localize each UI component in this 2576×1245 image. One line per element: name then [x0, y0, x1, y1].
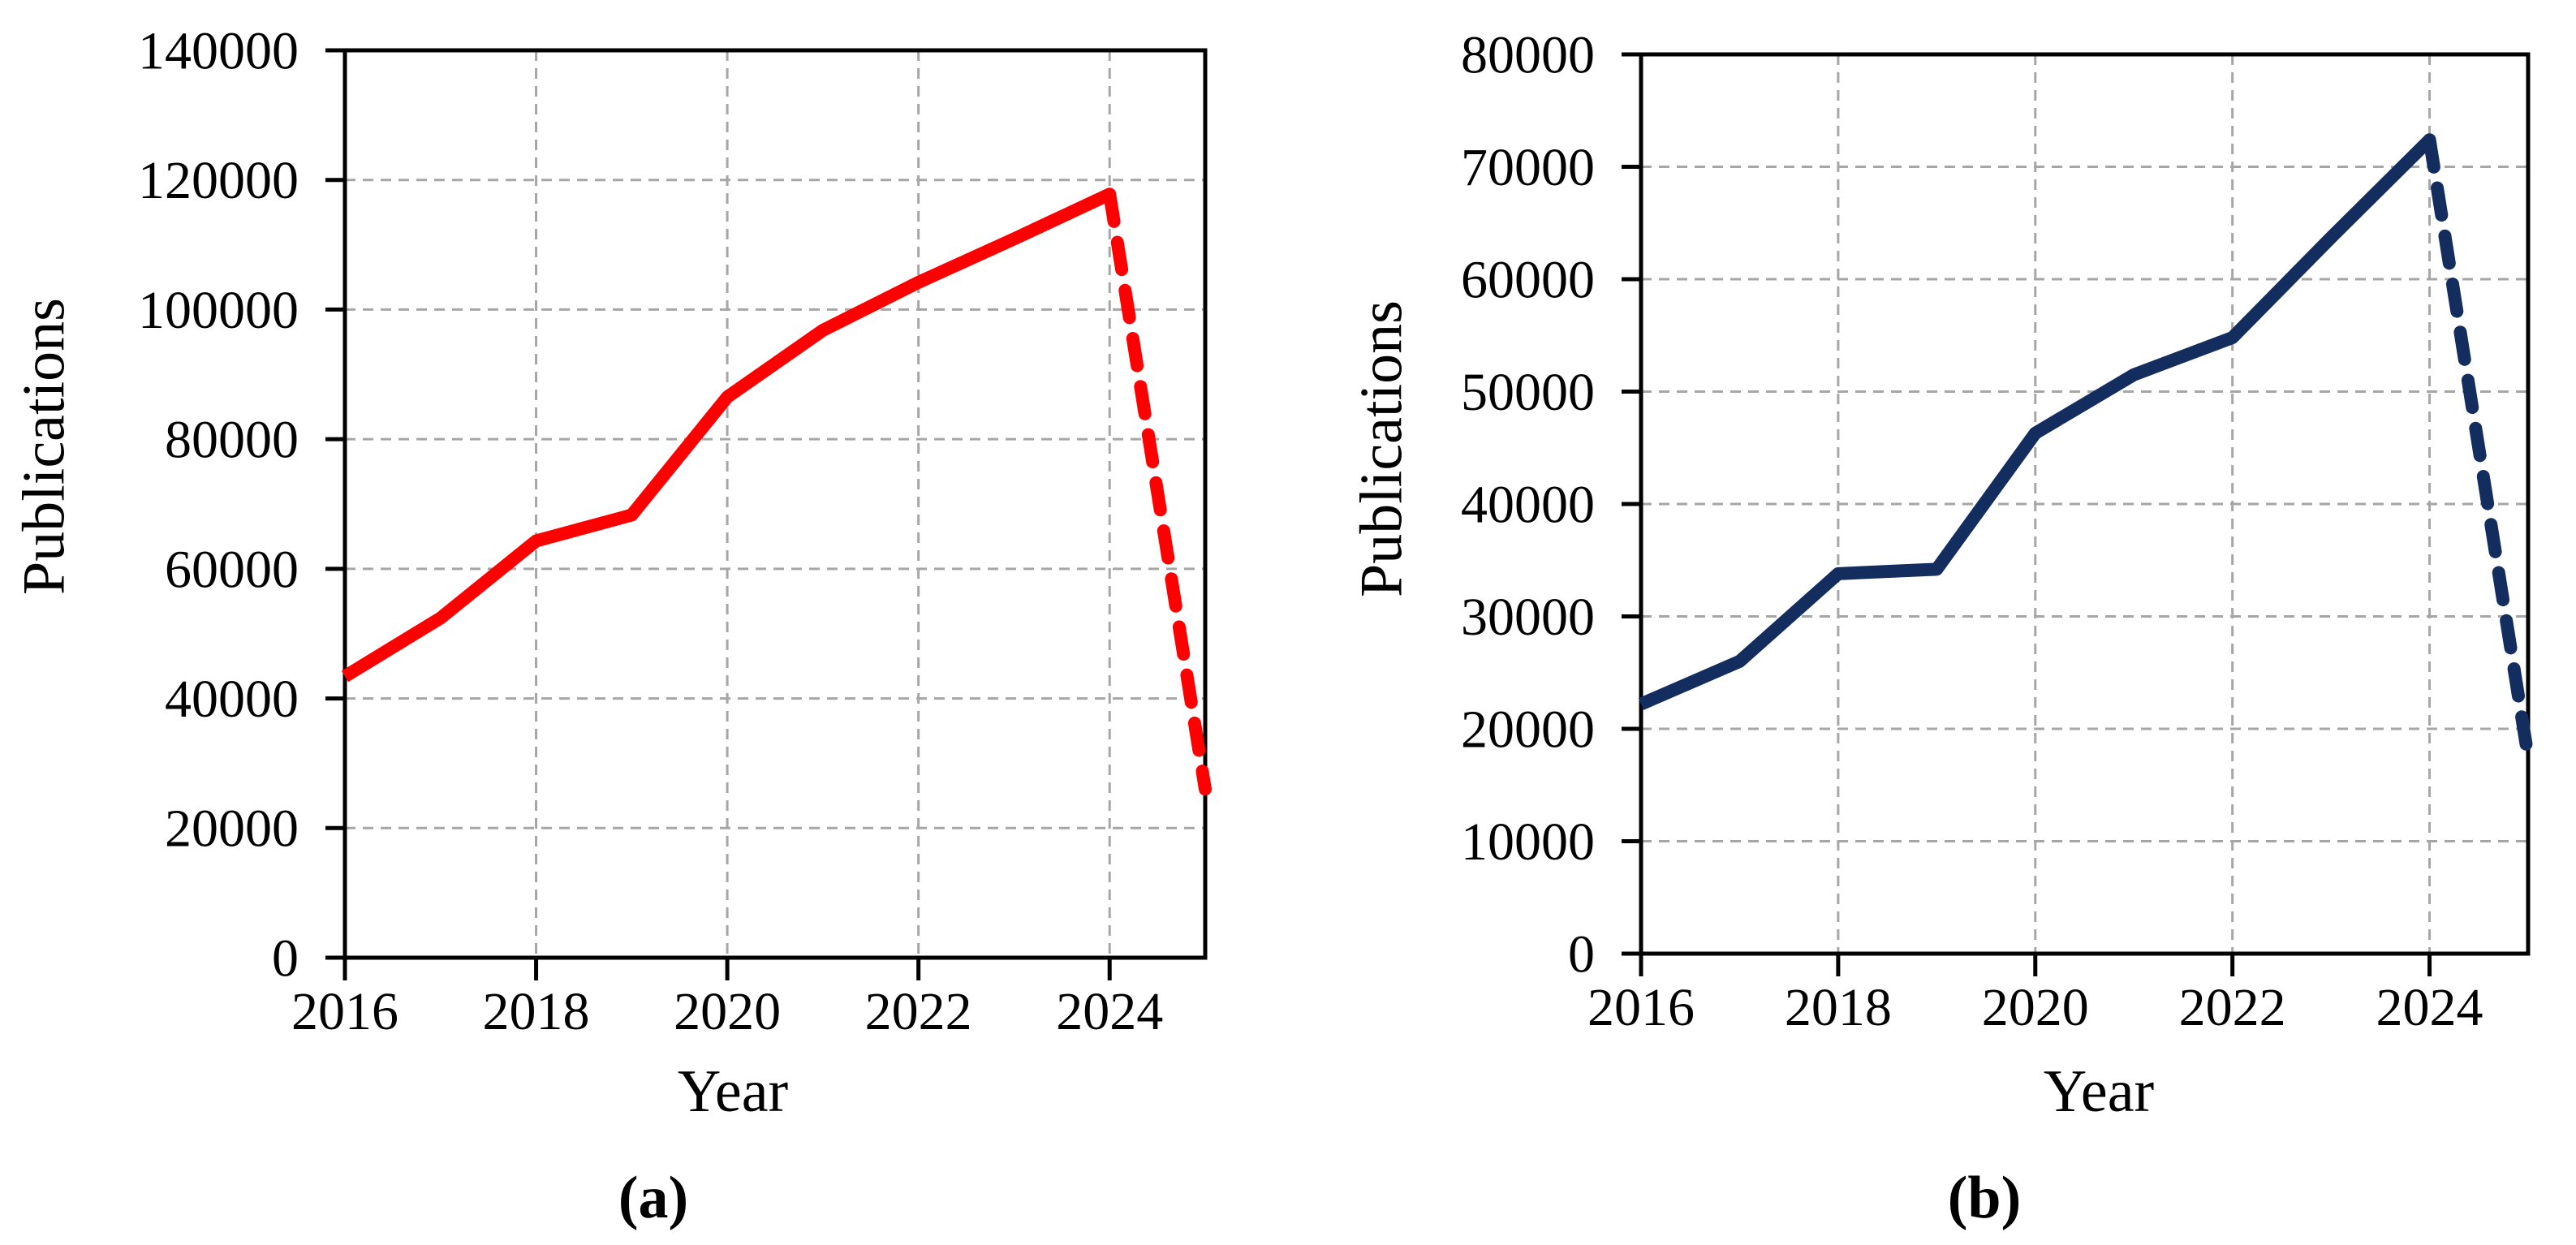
x-tick-label: 2018	[1785, 978, 1892, 1037]
y-tick-label: 20000	[1461, 700, 1595, 759]
panel-b-x-axis-title: Year	[2043, 1058, 2155, 1125]
y-tick-label: 0	[272, 928, 299, 988]
series-line-dashed-a	[1103, 187, 1212, 796]
x-tick-label: 2016	[1587, 978, 1695, 1037]
series-line-dashed-b	[2423, 133, 2535, 764]
y-tick-label: 120000	[138, 151, 299, 210]
panel-a-x-axis-title: Year	[677, 1058, 789, 1125]
x-tick-label: 2020	[1982, 978, 2089, 1037]
y-tick-label: 10000	[1461, 812, 1595, 872]
y-tick-label: 100000	[138, 281, 299, 340]
panel-b-caption: (b)	[1947, 1165, 2022, 1231]
gridlines-a	[345, 50, 1205, 958]
y-tick-label: 50000	[1461, 363, 1595, 422]
y-tick-label: 40000	[165, 670, 299, 729]
y-tick-label: 60000	[1461, 250, 1595, 309]
x-tick-label: 2018	[483, 982, 590, 1041]
y-tick-label: 80000	[165, 411, 299, 470]
y-tick-label: 140000	[138, 21, 299, 80]
x-tick-label: 2024	[2376, 978, 2483, 1037]
series-line-solid-a	[341, 188, 1113, 683]
y-tick-label: 40000	[1461, 475, 1595, 534]
plot-border-a	[342, 48, 1208, 960]
x-tick-label: 2024	[1056, 982, 1163, 1041]
y-tick-label: 0	[1568, 924, 1595, 984]
gridlines-b	[1641, 54, 2528, 954]
chart-panel-b: 0 10000 20000 30000 40000 50000 60000 70000 8000…	[1461, 25, 2535, 1037]
y-tick-label: 80000	[1461, 25, 1595, 84]
y-tick-label: 30000	[1461, 588, 1595, 647]
x-tick-label: 2022	[2179, 978, 2286, 1037]
y-tick-label: 70000	[1461, 138, 1595, 197]
x-tick-label: 2022	[865, 982, 972, 1041]
panel-a-y-axis-title: Publications	[11, 298, 78, 595]
panel-b-y-axis-title: Publications	[1348, 300, 1415, 597]
chart-panel-a: 0 20000 40000 60000 80000 100000 120000 140000 2…	[138, 21, 1212, 1041]
series-line-solid-b	[1638, 135, 2435, 710]
y-tick-label: 60000	[165, 540, 299, 599]
x-tick-label: 2016	[291, 982, 398, 1041]
x-tick-label: 2020	[674, 982, 781, 1041]
y-tick-label: 20000	[165, 799, 299, 859]
panel-a-caption: (a)	[618, 1165, 689, 1231]
